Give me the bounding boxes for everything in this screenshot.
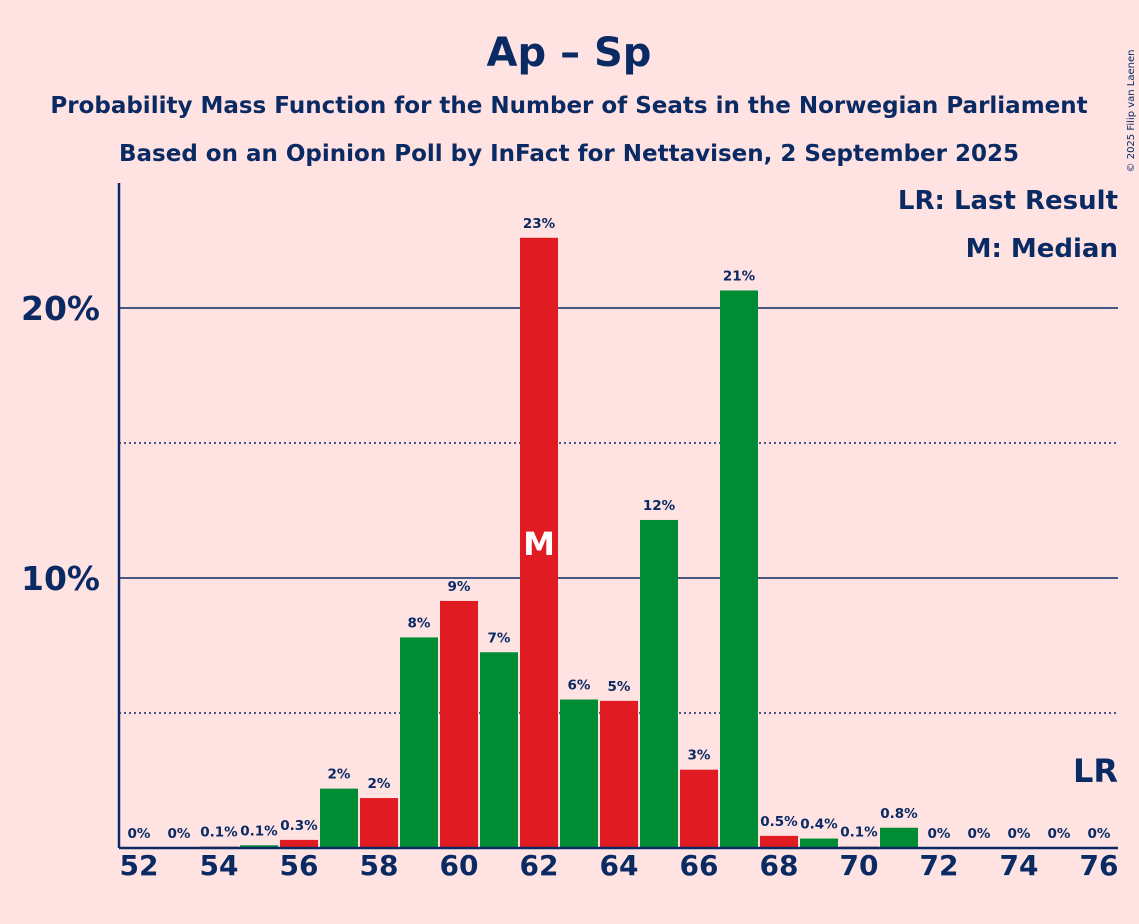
data-label-seat-68: 0.5%: [760, 814, 798, 830]
data-label-seat-74: 0%: [1008, 826, 1031, 842]
bar-seat-57: [320, 788, 358, 848]
chart-subtitle-1: Probability Mass Function for the Number…: [50, 93, 1087, 119]
x-tick-label-54: 54: [200, 849, 239, 882]
bar-seat-63: [560, 699, 598, 848]
data-label-seat-53: 0%: [168, 826, 191, 842]
data-label-seat-69: 0.4%: [800, 817, 838, 833]
chart-title: Ap – Sp: [487, 30, 652, 76]
data-label-seat-57: 2%: [328, 767, 351, 783]
axes: [117, 183, 1118, 850]
data-label-seat-67: 21%: [723, 268, 756, 284]
bar-seat-66: [680, 769, 718, 848]
data-label-seat-62: 23%: [523, 216, 556, 232]
chart-subtitle-2: Based on an Opinion Poll by InFact for N…: [119, 141, 1019, 167]
data-label-seat-60: 9%: [448, 579, 471, 595]
bar-seat-55: [240, 845, 278, 848]
bar-seat-59: [400, 637, 438, 848]
x-tick-label-76: 76: [1080, 849, 1119, 882]
data-label-seat-75: 0%: [1048, 826, 1071, 842]
x-tick-label-64: 64: [600, 849, 639, 882]
data-label-seat-61: 7%: [488, 630, 511, 646]
x-tick-labels: 52 54 56 58 60 62 64 66 68 70 72 74 76: [120, 849, 1119, 882]
data-label-seat-58: 2%: [368, 776, 391, 792]
copyright-note: © 2025 Filip van Laenen: [1126, 50, 1137, 173]
x-tick-label-68: 68: [760, 849, 799, 882]
data-labels: 0% 0% 0.1% 0.1% 0.3%2%2%8%9%7%23%6% 5%12%3%21…: [128, 216, 1111, 842]
x-tick-label-70: 70: [840, 849, 879, 882]
data-label-seat-65: 12%: [643, 498, 676, 514]
data-label-seat-72: 0%: [928, 826, 951, 842]
bar-seat-67: [720, 290, 758, 848]
x-tick-label-74: 74: [1000, 849, 1039, 882]
x-tick-label-56: 56: [280, 849, 319, 882]
data-label-seat-63: 6%: [568, 678, 591, 694]
y-tick-label-10: 10%: [21, 559, 100, 598]
bar-seat-64: [600, 700, 638, 848]
x-tick-label-72: 72: [920, 849, 959, 882]
gridlines: [119, 307, 1118, 714]
data-label-seat-70: 0.1%: [840, 825, 878, 841]
median-marker: M: [523, 525, 555, 563]
legend-median: M: Median: [966, 234, 1118, 264]
data-label-seat-73: 0%: [968, 826, 991, 842]
bar-seat-69: [800, 838, 838, 848]
data-label-seat-59: 8%: [408, 615, 431, 631]
data-label-seat-71: 0.8%: [880, 806, 918, 822]
bar-seat-61: [480, 652, 518, 848]
data-label-seat-55: 0.1%: [240, 823, 278, 839]
data-label-seat-52: 0%: [128, 826, 151, 842]
x-tick-label-52: 52: [120, 849, 159, 882]
bar-seat-56: [280, 839, 318, 848]
bar-seat-65: [640, 519, 678, 848]
data-label-seat-76: 0%: [1088, 826, 1111, 842]
y-tick-label-20: 20%: [21, 289, 100, 328]
bar-seat-60: [440, 600, 478, 848]
legend-last-result: LR: Last Result: [898, 186, 1118, 216]
x-tick-label-58: 58: [360, 849, 399, 882]
last-result-marker: LR: [1073, 752, 1118, 790]
data-label-seat-54: 0.1%: [200, 825, 238, 841]
x-tick-label-60: 60: [440, 849, 479, 882]
data-label-seat-64: 5%: [608, 679, 631, 695]
bar-seat-68: [760, 835, 798, 848]
bars: [200, 237, 918, 849]
data-label-seat-66: 3%: [688, 748, 711, 764]
x-tick-label-66: 66: [680, 849, 719, 882]
x-tick-label-62: 62: [520, 849, 559, 882]
data-label-seat-56: 0.3%: [280, 818, 318, 834]
bar-seat-71: [880, 827, 918, 848]
y-tick-labels: 10% 20%: [21, 289, 100, 598]
bar-seat-58: [360, 798, 398, 848]
bar-seat-62: [520, 237, 558, 849]
